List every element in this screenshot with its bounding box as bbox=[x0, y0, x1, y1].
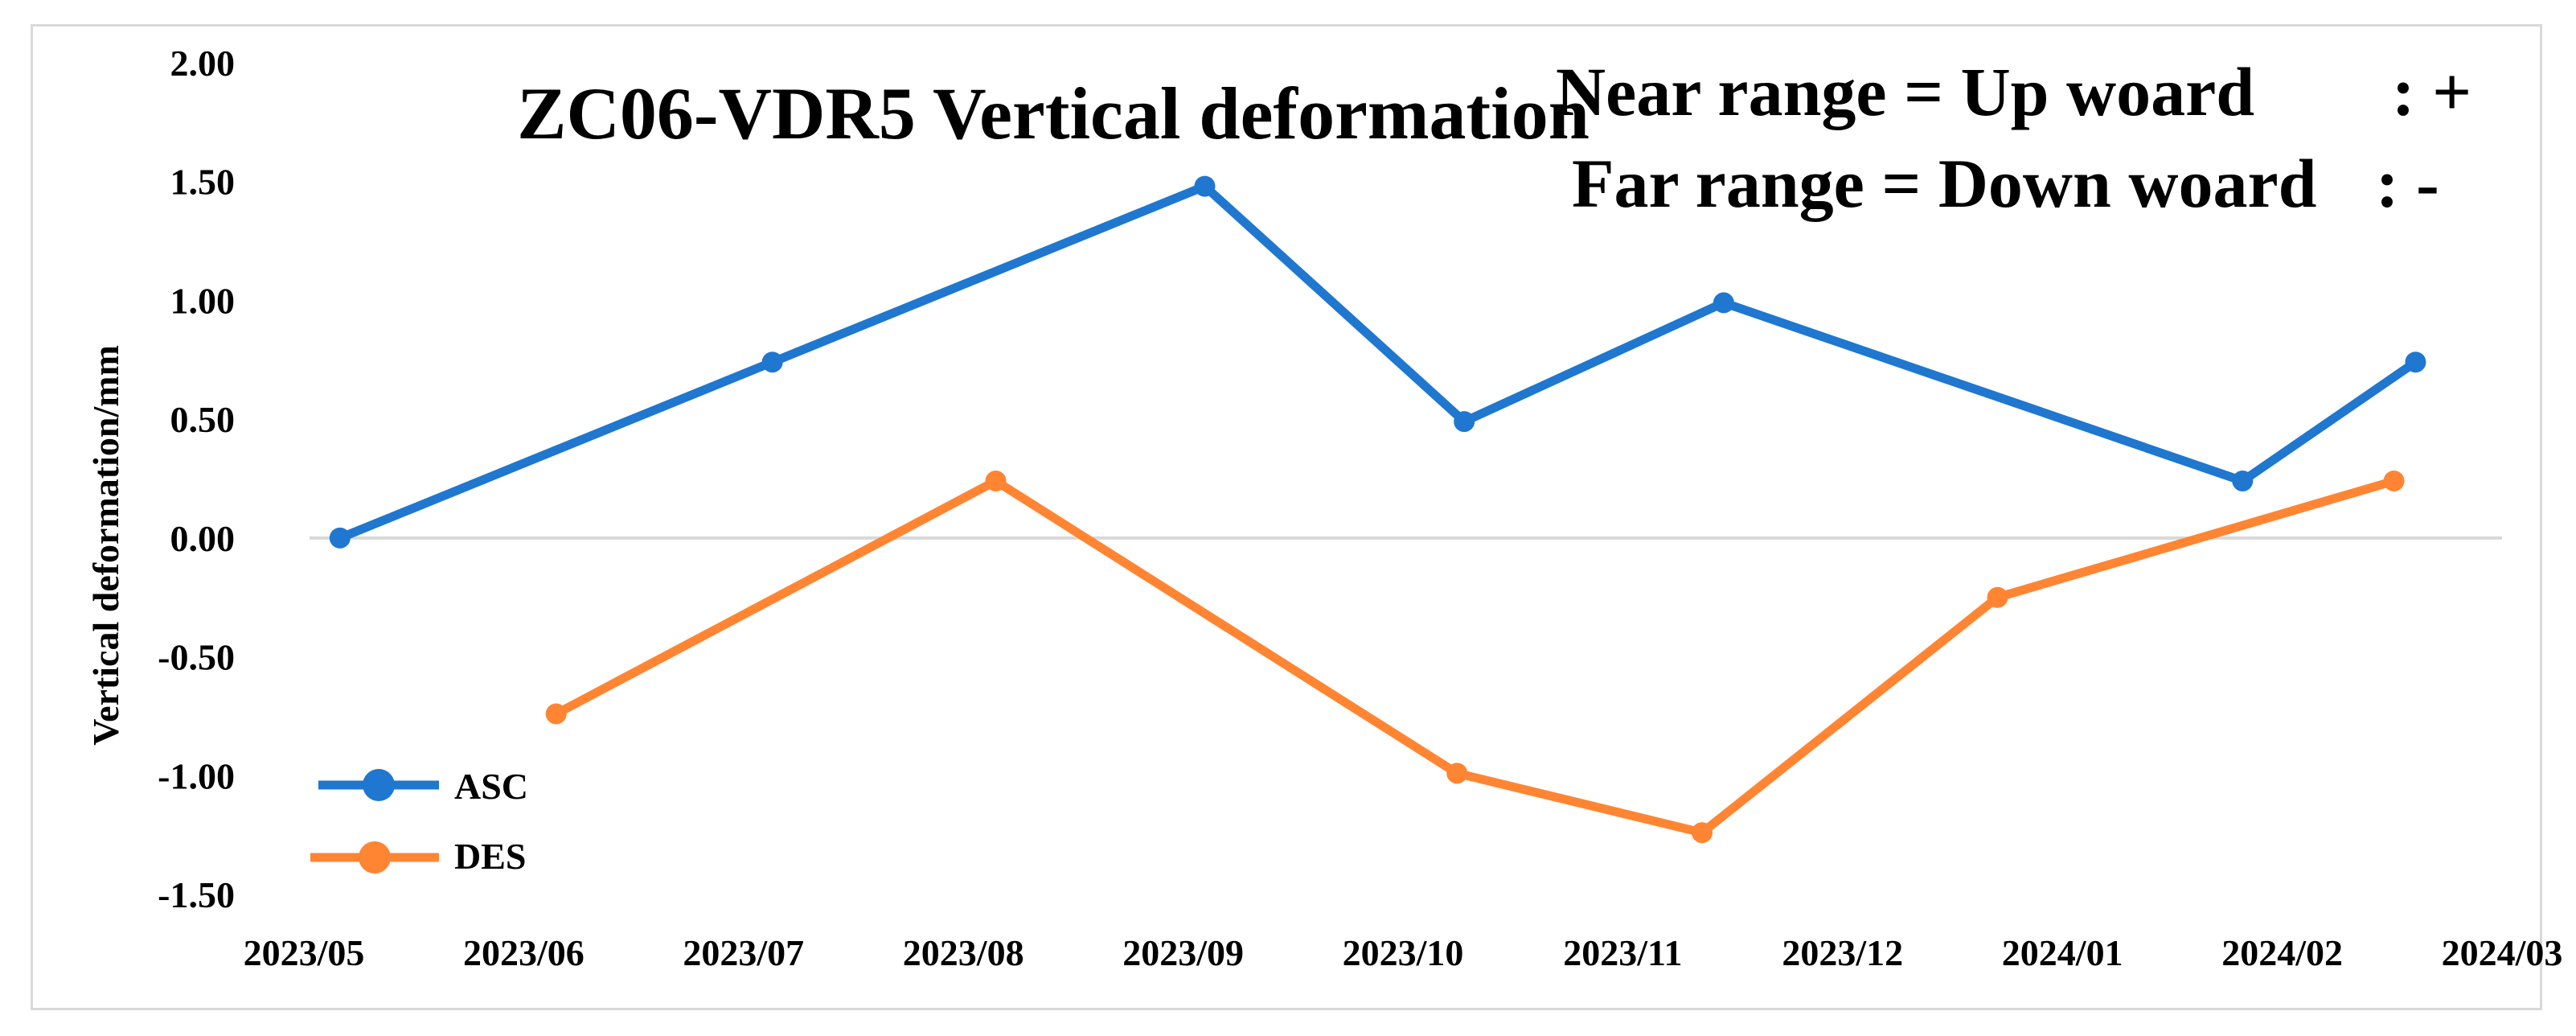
series-asc bbox=[329, 175, 2426, 549]
x-tick-label: 2023/09 bbox=[1122, 932, 1244, 973]
series-line-des bbox=[552, 476, 2398, 837]
legend-marker-asc bbox=[363, 769, 395, 801]
y-tick-label: -1.00 bbox=[158, 755, 235, 796]
y-tick-label: 1.00 bbox=[170, 280, 236, 321]
legend-item-asc: ASC bbox=[318, 766, 528, 807]
x-tick-label: 2023/06 bbox=[463, 932, 585, 973]
data-point-asc bbox=[2405, 352, 2426, 373]
data-point-des bbox=[1692, 822, 1713, 844]
legend-label-asc: ASC bbox=[454, 766, 528, 807]
data-point-des bbox=[1446, 763, 1468, 784]
direction-note: Near range = Up woard : + Far range = Do… bbox=[1556, 53, 2471, 222]
legend: ASC DES bbox=[310, 766, 528, 877]
data-point-asc bbox=[761, 352, 783, 373]
y-tick-label: 2.00 bbox=[170, 43, 236, 84]
series-des bbox=[545, 470, 2405, 844]
data-point-asc bbox=[1194, 175, 1216, 197]
note-line-1-sign: : + bbox=[2392, 53, 2471, 130]
series-line-asc bbox=[335, 182, 2420, 543]
x-tick-label: 2024/01 bbox=[2002, 932, 2123, 973]
note-line-2-sign: : - bbox=[2376, 145, 2439, 222]
data-point-asc bbox=[329, 527, 351, 549]
x-tick-label: 2023/11 bbox=[1563, 932, 1682, 973]
note-line-1-label: Near range = Up woard bbox=[1556, 53, 2254, 130]
x-tick-label: 2023/10 bbox=[1343, 932, 1464, 973]
data-point-des bbox=[985, 470, 1007, 491]
data-point-des bbox=[1987, 586, 2008, 608]
data-point-asc bbox=[2232, 470, 2254, 491]
x-tick-label: 2023/08 bbox=[903, 932, 1024, 973]
y-axis-title: Vertical deformation/mm bbox=[85, 345, 126, 746]
x-tick-label: 2023/05 bbox=[244, 932, 365, 973]
data-point-des bbox=[545, 703, 567, 725]
data-point-asc bbox=[1713, 292, 1734, 314]
legend-item-des: DES bbox=[310, 836, 526, 877]
y-tick-label: 0.00 bbox=[170, 518, 236, 559]
chart-title: ZC06-VDR5 Vertical deformation bbox=[517, 72, 1589, 154]
axis-group: 2.001.501.000.500.00-0.50-1.00-1.502023/… bbox=[158, 43, 2562, 973]
x-tick-label: 2024/03 bbox=[2442, 932, 2563, 973]
y-tick-label: 1.50 bbox=[170, 162, 236, 203]
y-tick-label: -1.50 bbox=[158, 874, 235, 915]
chart-area bbox=[31, 24, 2542, 1010]
legend-label-des: DES bbox=[454, 836, 526, 877]
data-point-des bbox=[2383, 470, 2405, 491]
x-tick-label: 2023/07 bbox=[683, 932, 804, 973]
x-tick-label: 2023/12 bbox=[1782, 932, 1903, 973]
legend-marker-des bbox=[359, 841, 391, 874]
series-group bbox=[329, 175, 2426, 844]
note-line-2-label: Far range = Down woard bbox=[1572, 145, 2316, 222]
y-tick-label: 0.50 bbox=[170, 399, 236, 440]
y-tick-label: -0.50 bbox=[158, 637, 235, 678]
data-point-asc bbox=[1454, 411, 1475, 433]
x-tick-label: 2024/02 bbox=[2221, 932, 2343, 973]
